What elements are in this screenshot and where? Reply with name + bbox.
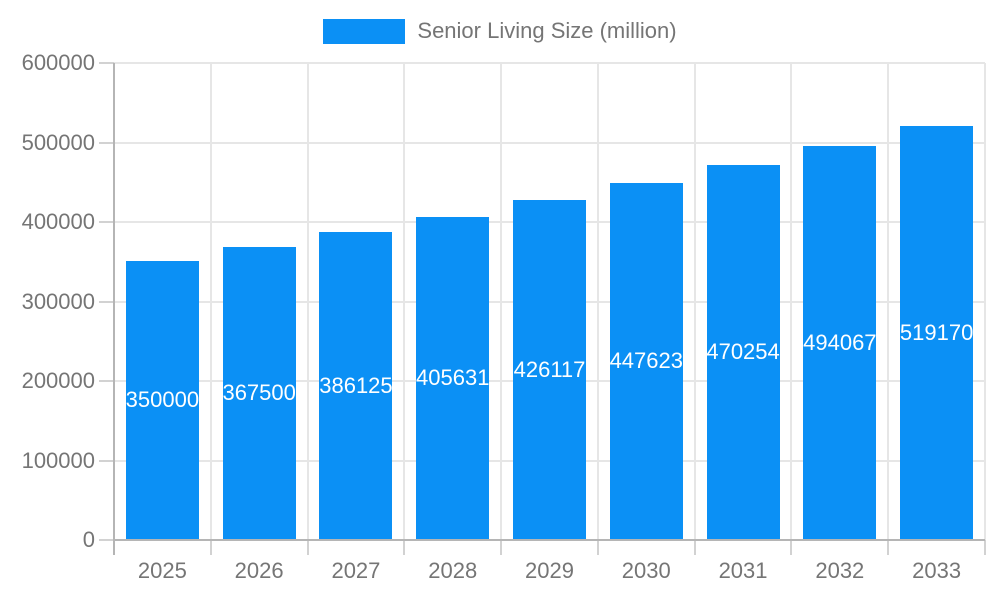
bar[interactable]: 447623 — [609, 183, 683, 539]
bar-value-label: 519170 — [900, 319, 974, 345]
x-gridline — [306, 63, 309, 540]
y-tick-label: 100000 — [21, 447, 95, 473]
x-tick-label: 2029 — [525, 558, 574, 583]
y-axis-line — [113, 63, 115, 555]
x-gridline — [596, 63, 599, 540]
bar[interactable]: 470254 — [706, 165, 780, 539]
y-tick-label: 600000 — [21, 50, 95, 75]
y-axis-tick — [99, 539, 114, 541]
y-tick-label: 300000 — [21, 288, 95, 314]
y-axis-tick — [99, 221, 114, 223]
x-axis-tick — [403, 540, 406, 555]
bar-value-label: 350000 — [125, 386, 199, 412]
y-gridline — [114, 141, 985, 144]
x-axis-tick — [693, 540, 696, 555]
x-gridline — [209, 63, 212, 540]
y-tick-label: 400000 — [21, 209, 95, 234]
chart-legend[interactable]: Senior Living Size (million) — [0, 18, 1000, 44]
bar-value-label: 405631 — [416, 364, 490, 390]
x-tick-label: 2032 — [815, 558, 865, 583]
y-axis-tick — [99, 141, 114, 144]
legend-swatch — [323, 18, 406, 44]
bar[interactable]: 367500 — [222, 246, 296, 539]
bar-value-label: 470254 — [706, 339, 780, 365]
x-tick-label: 2027 — [331, 558, 381, 583]
x-axis-tick — [306, 540, 309, 555]
bar[interactable]: 350000 — [125, 260, 199, 539]
x-tick-label: 2026 — [234, 558, 284, 583]
y-axis-tick — [99, 380, 114, 382]
x-axis-tick — [209, 540, 212, 555]
bar[interactable]: 494067 — [803, 146, 877, 539]
x-axis-tick — [790, 540, 793, 555]
x-axis-tick — [596, 540, 599, 555]
bar-value-label: 494067 — [803, 329, 877, 355]
x-axis-tick — [887, 540, 890, 555]
bar-value-label: 447623 — [609, 348, 683, 374]
x-tick-label: 2033 — [912, 558, 962, 583]
x-tick-label: 2028 — [428, 558, 478, 583]
y-axis-tick — [99, 459, 114, 462]
bar[interactable]: 405631 — [416, 216, 490, 539]
x-axis-tick — [984, 540, 986, 555]
x-axis-line — [114, 539, 985, 541]
x-tick-label: 2030 — [621, 558, 671, 583]
y-gridline — [114, 62, 985, 64]
x-gridline — [887, 63, 890, 540]
x-gridline — [693, 63, 696, 540]
y-tick-label: 0 — [82, 527, 95, 552]
x-gridline — [790, 63, 793, 540]
bar-value-label: 426117 — [513, 356, 586, 382]
y-axis-tick — [99, 62, 114, 64]
x-tick-label: 2025 — [137, 558, 187, 583]
y-tick-label: 500000 — [21, 129, 95, 155]
y-tick-label: 200000 — [21, 368, 95, 393]
x-gridline — [403, 63, 406, 540]
x-tick-label: 2031 — [718, 558, 768, 583]
bar-value-label: 386125 — [319, 372, 393, 398]
x-gridline — [984, 63, 986, 540]
x-gridline — [500, 63, 503, 540]
x-axis-tick — [500, 540, 503, 555]
y-axis-tick — [99, 300, 114, 303]
bar[interactable]: 519170 — [900, 126, 974, 539]
bar[interactable]: 426117 — [513, 200, 586, 539]
bar[interactable]: 386125 — [319, 232, 393, 539]
legend-label: Senior Living Size (million) — [417, 18, 677, 43]
bar-value-label: 367500 — [222, 379, 296, 405]
